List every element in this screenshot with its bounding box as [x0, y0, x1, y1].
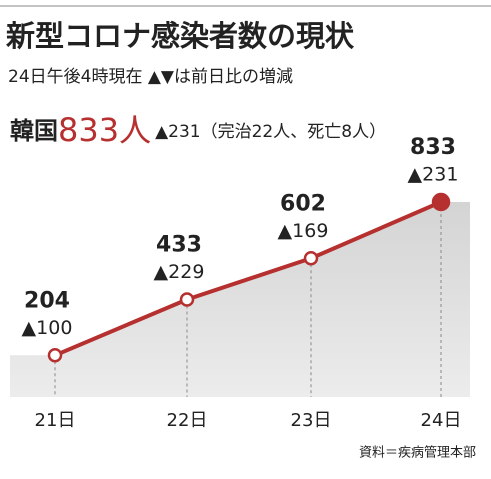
plot: 204 ▲100 21日 433 ▲229 22日 602 ▲169 23日 833 ▲231 24日: [10, 135, 470, 431]
headline-change: ▲231（完治22人、死亡8人）: [155, 122, 386, 142]
value-label: 204: [24, 288, 70, 313]
value-label: 833: [410, 135, 456, 160]
point: [303, 251, 319, 266]
change-label: ▲229: [154, 261, 205, 283]
change-label: ▲231: [408, 163, 459, 185]
line: [54, 200, 442, 358]
subtitle: 24日午後4時現在 ▲▼は前日比の増減: [8, 67, 293, 87]
headline-label: 韓国: [10, 117, 58, 145]
value-label: 602: [280, 191, 326, 216]
x-tick-label: 24日: [421, 410, 462, 431]
point: [431, 192, 451, 212]
source: 資料＝疾病管理本部: [359, 446, 476, 461]
change-label: ▲100: [22, 317, 73, 339]
chart-title: 新型コロナ感染者数の現状: [5, 19, 355, 53]
area: [10, 201, 470, 397]
headline-count: 833人: [58, 111, 151, 149]
value-label: 433: [156, 232, 202, 257]
point: [179, 292, 195, 307]
point: [47, 348, 63, 363]
x-tick-label: 21日: [35, 410, 76, 431]
change-label: ▲169: [278, 220, 329, 242]
x-tick-label: 22日: [167, 410, 208, 431]
headline: 韓国833人 ▲231（完治22人、死亡8人）: [10, 111, 386, 149]
x-tick-label: 23日: [291, 410, 332, 431]
